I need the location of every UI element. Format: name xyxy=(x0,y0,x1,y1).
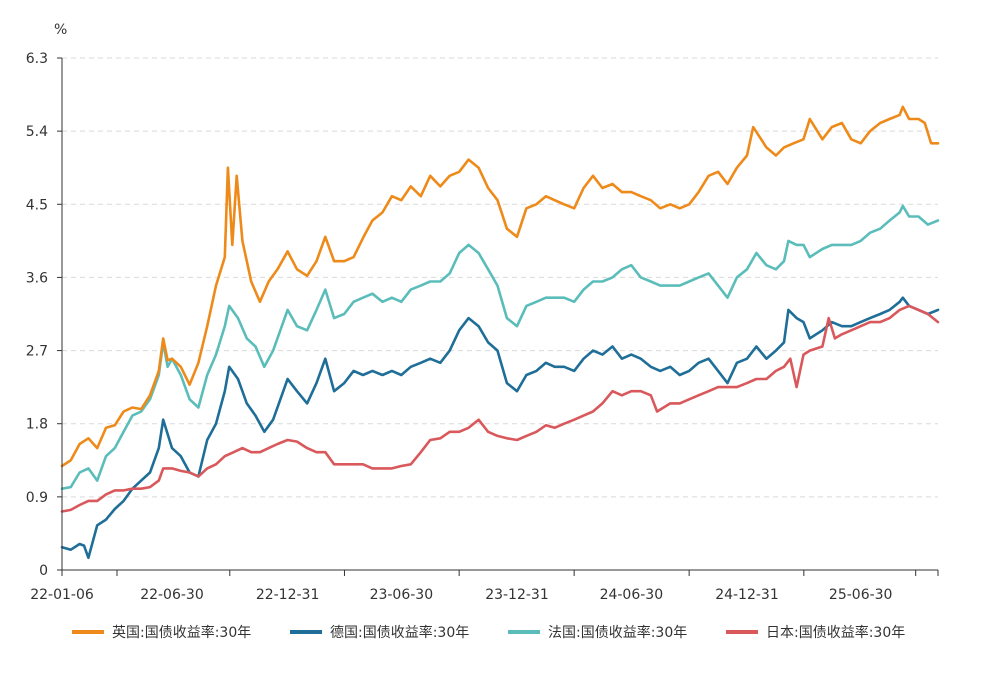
y-axis-tick-labels: 0 0.9 1.8 2.7 3.6 4.5 5.4 6.3 xyxy=(26,51,62,579)
y-tick-label: 5.4 xyxy=(26,124,48,140)
x-tick-label: 25-06-30 xyxy=(829,587,893,603)
x-tick-label: 22-06-30 xyxy=(140,587,204,603)
y-tick-label: 4.5 xyxy=(26,197,48,213)
x-tick-label: 23-12-31 xyxy=(485,587,549,603)
series-lines xyxy=(60,105,940,560)
series-line-1 xyxy=(60,105,940,468)
series-line-4 xyxy=(60,304,940,513)
y-tick-label: 6.3 xyxy=(26,51,48,67)
y-tick-label: 0.9 xyxy=(26,490,48,506)
legend-item-label: 德国:国债收益率:30年 xyxy=(330,624,469,641)
x-tick-label: 23-06-30 xyxy=(370,587,434,603)
legend-item-label: 法国:国债收益率:30年 xyxy=(548,624,687,641)
x-tick-label: 24-06-30 xyxy=(600,587,664,603)
y-tick-label: 3.6 xyxy=(26,270,48,286)
y-tick-label: 2.7 xyxy=(26,344,48,360)
x-tick-label: 22-01-06 xyxy=(30,587,94,603)
y-axis-unit-label: % xyxy=(54,22,67,38)
legend: 英国:国债收益率:30年 德国:国债收益率:30年 法国:国债收益率:30年 日本:国… xyxy=(72,624,905,641)
y-tick-label: 1.8 xyxy=(26,417,48,433)
legend-item-label: 英国:国债收益率:30年 xyxy=(112,624,251,641)
axes xyxy=(61,58,938,571)
legend-item-label: 日本:国债收益率:30年 xyxy=(766,624,905,641)
x-tick-label: 22-12-31 xyxy=(256,587,320,603)
x-tick-label: 24-12-31 xyxy=(715,587,779,603)
series-line-3 xyxy=(60,204,940,490)
series-line-2 xyxy=(60,296,940,560)
x-axis-tick-labels: 22-01-06 22-06-30 22-12-31 23-06-30 23-12-31… xyxy=(30,570,939,603)
y-tick-label: 0 xyxy=(39,563,48,579)
gridlines xyxy=(62,57,938,498)
